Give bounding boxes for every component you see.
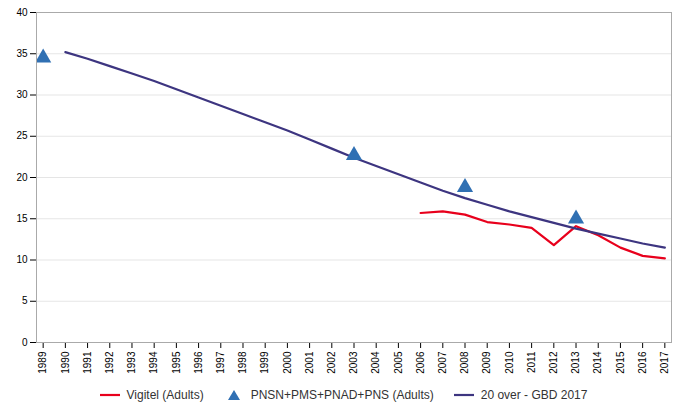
svg-text:2013: 2013 [570, 351, 581, 374]
svg-text:2010: 2010 [504, 351, 515, 374]
svg-text:1997: 1997 [215, 351, 226, 374]
svg-text:1998: 1998 [237, 351, 248, 374]
svg-text:1999: 1999 [259, 351, 270, 374]
html-text:Vigitel (Adults): Vigitel (Adults) [126, 388, 204, 402]
svg-text:2005: 2005 [393, 351, 404, 374]
svg-text:2008: 2008 [459, 351, 470, 374]
svg-text:2015: 2015 [615, 351, 626, 374]
svg-text:35: 35 [16, 48, 28, 59]
svg-text:2014: 2014 [592, 351, 603, 374]
svg-text:1992: 1992 [104, 351, 115, 374]
svg-text:2002: 2002 [326, 351, 337, 374]
svg-text:2006: 2006 [415, 351, 426, 374]
svg-text:1990: 1990 [60, 351, 71, 374]
svg-text:2017: 2017 [659, 351, 670, 374]
svg-text:10: 10 [16, 254, 28, 265]
svg-text:2011: 2011 [526, 351, 537, 373]
svg-text:5: 5 [22, 295, 28, 306]
svg-text:2012: 2012 [548, 351, 559, 374]
svg-text:25: 25 [16, 130, 28, 141]
svg-text:1991: 1991 [82, 351, 93, 374]
svg-text:20: 20 [16, 172, 28, 183]
svg-text:2007: 2007 [437, 351, 448, 374]
svg-text:1994: 1994 [148, 351, 159, 374]
svg-text:1993: 1993 [126, 351, 137, 374]
svg-text:15: 15 [16, 213, 28, 224]
html-text:20 over - GBD 2017: 20 over - GBD 2017 [480, 388, 588, 402]
svg-text:2009: 2009 [481, 351, 492, 374]
svg-text:1996: 1996 [193, 351, 204, 374]
svg-text:30: 30 [16, 89, 28, 100]
svg-text:2001: 2001 [304, 351, 315, 374]
svg-text:2003: 2003 [348, 351, 359, 374]
svg-text:1989: 1989 [37, 351, 48, 374]
svg-text:2016: 2016 [637, 351, 648, 374]
svg-text:2000: 2000 [282, 351, 293, 374]
html-text:PNSN+PMS+PNAD+PNS (Adults): PNSN+PMS+PNAD+PNS (Adults) [250, 388, 434, 402]
svg-text:40: 40 [16, 7, 28, 18]
svg-text:2004: 2004 [370, 351, 381, 374]
svg-text:0: 0 [22, 337, 28, 348]
svg-text:1995: 1995 [171, 351, 182, 374]
